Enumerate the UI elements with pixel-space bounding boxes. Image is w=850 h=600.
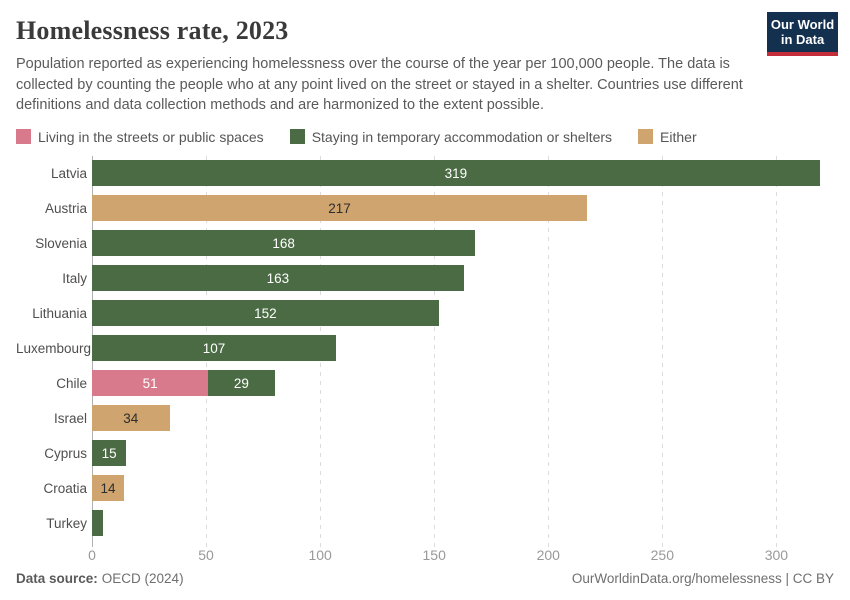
axis-tick-label: 300 [764,546,789,563]
bar-value-label: 15 [101,445,117,461]
bar-chart: Latvia 319 Austria 217 Slovenia 168 Italy 163 Li… [16,155,834,565]
legend-label: Either [660,128,697,145]
data-source: Data source: OECD (2024) [16,571,184,586]
bar-value-label: 107 [202,340,226,356]
country-label: Chile [56,375,87,391]
bar-segment[interactable]: 163 [92,265,464,292]
bar-row: Israel 34 [16,401,834,436]
bar-value-label: 29 [233,375,249,391]
country-label: Slovenia [35,235,87,251]
data-source-label: Data source: [16,570,98,586]
legend-swatch-icon [16,129,31,145]
country-label: Italy [62,270,87,286]
bar-segment[interactable]: 14 [92,475,124,502]
bar-value-label: 14 [100,480,116,496]
bar-track: 163 [92,265,464,292]
legend: Living in the streets or public spaces St… [16,129,834,145]
bar-value-label: 163 [266,270,290,286]
bar-value-label: 34 [123,410,139,426]
bar-row: Cyprus 15 [16,436,834,471]
country-label: Israel [53,410,87,426]
legend-item[interactable]: Living in the streets or public spaces [16,129,264,145]
credit-link[interactable]: OurWorldinData.org/homelessness | CC BY [571,570,834,586]
bar-row: Lithuania 152 [16,296,834,331]
country-label: Turkey [46,515,87,531]
axis-tick-label: 200 [536,546,560,563]
bar-track: 34 [92,405,170,432]
country-label: Croatia [43,480,87,496]
bar-row: Chile 51 29 [16,366,834,401]
bar-row: Turkey [16,506,834,541]
legend-item[interactable]: Either [638,129,697,145]
bar-segment[interactable]: 107 [92,335,337,362]
chart-footer: Data source: OECD (2024) OurWorldinData.o… [16,571,834,586]
bar-segment[interactable]: 51 [92,370,209,397]
owid-logo-line2: in Data [780,32,825,48]
owid-logo-line1: Our World [770,17,835,32]
bar-segment[interactable] [92,510,104,537]
country-label: Lithuania [32,305,87,321]
country-label: Luxembourg [16,340,92,356]
bar-track: 217 [92,195,588,222]
country-label: Latvia [50,165,87,181]
bar-row: Latvia 319 [16,156,834,191]
bar-value-label: 168 [272,235,295,251]
chart-title: Homelessness rate, 2023 [16,16,289,45]
owid-logo[interactable]: Our World in Data [767,12,838,56]
axis-tick-label: 0 [88,546,96,563]
gridline [776,155,778,547]
chart-header: Homelessness rate, 2023 Population repor… [16,12,838,116]
bar-track [92,510,104,537]
bar-row: Luxembourg 107 [16,331,834,366]
legend-item[interactable]: Staying in temporary accommodation or sh… [289,128,613,145]
bar-track: 51 29 [92,370,275,397]
legend-swatch-icon [289,129,305,145]
bar-segment[interactable]: 168 [92,230,476,257]
bar-track: 168 [92,230,476,257]
legend-label: Staying in temporary accommodation or sh… [311,128,613,145]
bar-track: 14 [92,475,124,502]
bar-value-label: 51 [142,375,158,391]
bar-segment[interactable]: 15 [92,440,127,467]
gridline [434,155,436,547]
axis-tick-label: 150 [422,546,446,563]
chart-rows: Latvia 319 Austria 217 Slovenia 168 Italy 163 Li… [16,156,834,541]
bar-row: Slovenia 168 [16,226,834,261]
axis-tick-label: 100 [308,546,332,563]
bar-value-label: 319 [444,165,468,181]
bar-row: Austria 217 [16,191,834,226]
legend-swatch-icon [638,129,654,145]
axis-tick-label: 50 [198,546,214,563]
bar-track: 152 [92,300,439,327]
bar-track: 107 [92,335,337,362]
bar-track: 15 [92,440,127,467]
country-label: Cyprus [44,445,87,461]
gridline [662,155,664,547]
bar-segment[interactable]: 152 [92,300,439,327]
bar-value-label: 152 [254,305,277,321]
bar-segment[interactable]: 319 [92,160,820,187]
bar-row: Croatia 14 [16,471,834,506]
x-axis: 0 50 100 150 200 250 300 [88,541,834,565]
axis-tick-label: 250 [650,546,674,563]
country-label: Austria [44,200,87,216]
data-source-value: OECD (2024) [101,570,184,586]
bar-row: Italy 163 [16,261,834,296]
bar-segment[interactable]: 34 [92,405,170,432]
legend-label: Living in the streets or public spaces [38,128,264,145]
bar-segment[interactable]: 217 [92,195,588,222]
gridline [548,155,550,547]
bar-track: 319 [92,160,820,187]
bar-segment[interactable]: 29 [208,370,275,397]
bar-value-label: 217 [328,200,351,216]
chart-subtitle: Population reported as experiencing home… [16,56,743,114]
